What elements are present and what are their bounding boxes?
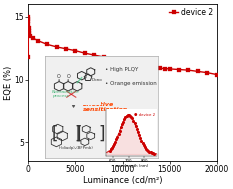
device 2	[27, 31, 30, 33]
device 2	[149, 65, 152, 67]
device 2	[32, 37, 34, 39]
device 2	[28, 32, 31, 34]
device 2	[164, 67, 166, 70]
device 2	[46, 43, 49, 46]
X-axis label: Luminance (cd/m²): Luminance (cd/m²)	[83, 176, 162, 185]
device 2	[112, 58, 114, 60]
device 2	[65, 48, 67, 50]
Y-axis label: EQE (%): EQE (%)	[4, 66, 13, 100]
device 2	[215, 73, 218, 76]
device 2	[178, 68, 180, 71]
device 2	[206, 71, 209, 74]
device 2	[121, 60, 124, 62]
device 2	[196, 70, 199, 73]
device 2	[27, 29, 30, 32]
device 2	[140, 63, 143, 66]
device 2	[159, 67, 162, 69]
device 2	[29, 34, 32, 37]
device 2	[83, 52, 86, 54]
device 2	[27, 27, 30, 29]
device 2	[27, 56, 30, 58]
device 2	[74, 50, 77, 52]
device 2	[27, 16, 30, 18]
Line: device 2: device 2	[26, 15, 219, 77]
device 2	[130, 61, 133, 64]
Legend: device 2: device 2	[169, 8, 213, 17]
device 2	[168, 68, 171, 70]
device 2	[102, 56, 105, 58]
device 2	[187, 69, 190, 71]
device 2	[27, 19, 30, 22]
device 2	[93, 54, 96, 56]
device 2	[27, 23, 30, 25]
device 2	[36, 40, 39, 42]
device 2	[55, 46, 58, 48]
device 2	[27, 18, 30, 20]
